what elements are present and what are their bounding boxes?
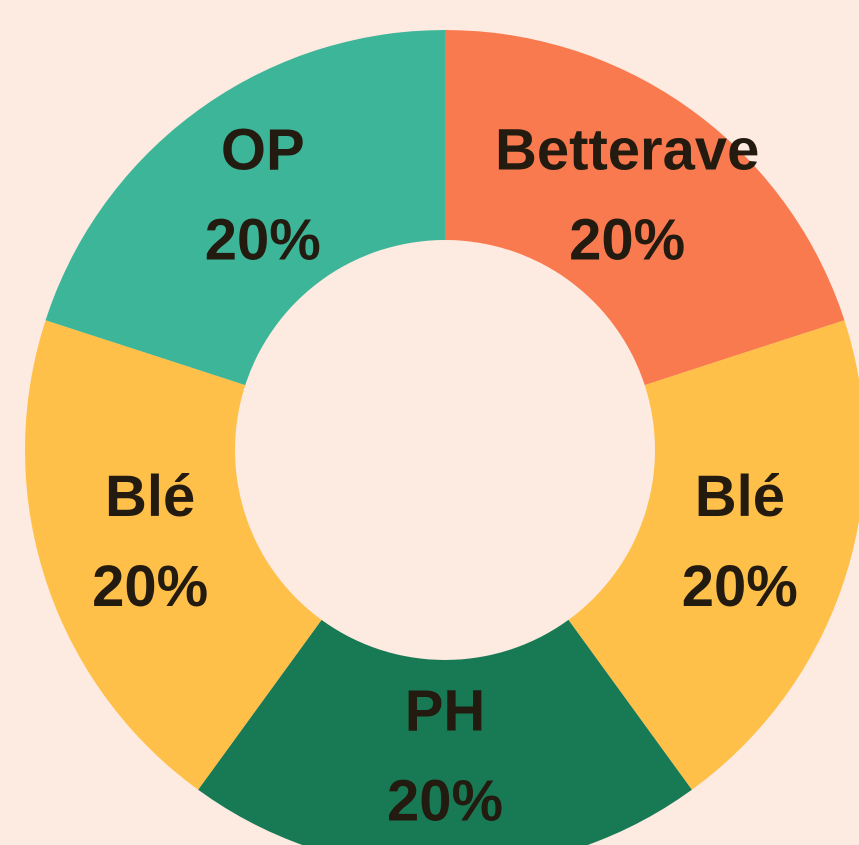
segment-value: 20% (569, 208, 685, 273)
donut-segment (198, 619, 692, 845)
segment-label: OP (221, 118, 305, 183)
segment-label: Betterave (495, 118, 759, 183)
segment-value: 20% (682, 554, 798, 619)
donut-segment (568, 320, 859, 790)
segment-label: Blé (695, 464, 785, 529)
segment-label: Blé (105, 464, 195, 529)
donut-segment (24, 320, 322, 790)
donut-segment (45, 30, 445, 386)
segment-value: 20% (92, 554, 208, 619)
donut-segment (445, 30, 845, 386)
segment-value: 20% (205, 208, 321, 273)
segment-value: 20% (387, 768, 503, 833)
segment-label: PH (405, 678, 486, 743)
